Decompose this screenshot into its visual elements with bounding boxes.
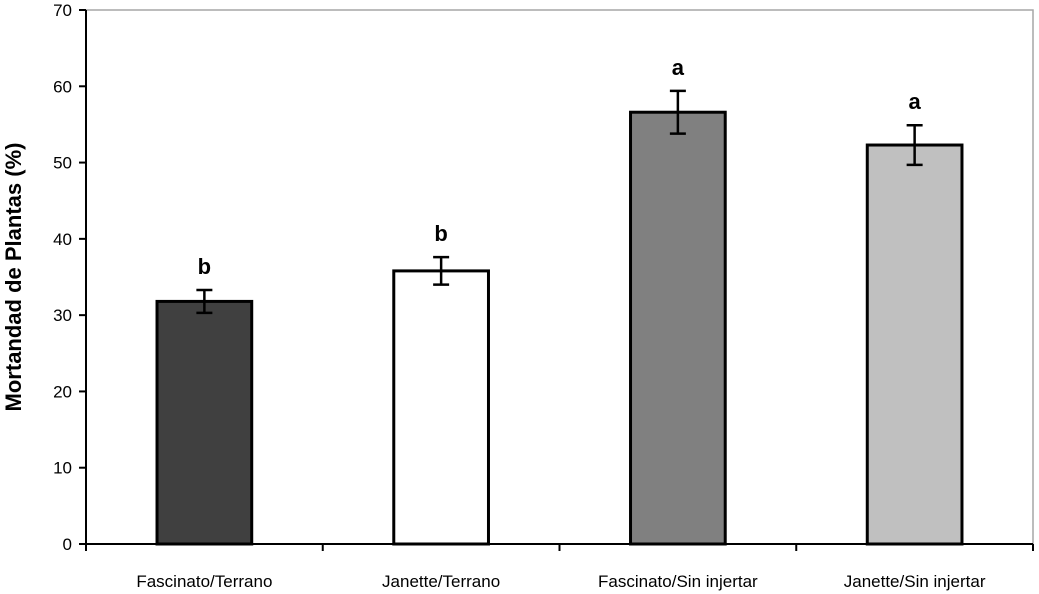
y-tick-label: 60 xyxy=(53,77,72,96)
bar-1 xyxy=(155,299,254,546)
category-labels: Fascinato/Terrano Janette/Terrano Fascinat… xyxy=(136,572,985,591)
y-axis-title: Mortandad de Plantas (%) xyxy=(1,143,26,412)
category-label: Fascinato/Terrano xyxy=(136,572,272,591)
y-tick-label: 50 xyxy=(53,154,72,173)
category-label: Fascinato/Sin injertar xyxy=(598,572,758,591)
bars xyxy=(155,110,964,546)
bar-3 xyxy=(629,110,727,546)
y-tick-label: 0 xyxy=(63,535,72,554)
y-ticks: 0 10 20 30 40 50 60 70 xyxy=(53,1,86,554)
error-bars xyxy=(196,89,923,315)
y-tick-label: 20 xyxy=(53,382,72,401)
significance-letter: b xyxy=(434,221,447,246)
bar-2 xyxy=(392,269,490,546)
significance-letters: b b a a xyxy=(198,55,922,279)
category-label: Janette/Terrano xyxy=(382,572,500,591)
y-tick-label: 70 xyxy=(53,1,72,20)
category-label: Janette/Sin injertar xyxy=(844,572,986,591)
x-ticks xyxy=(85,544,1034,551)
significance-letter: a xyxy=(909,89,922,114)
y-tick-label: 10 xyxy=(53,459,72,478)
y-tick-label: 40 xyxy=(53,230,72,249)
significance-letter: b xyxy=(198,254,211,279)
bar-4 xyxy=(865,143,964,546)
y-tick-label: 30 xyxy=(53,306,72,325)
significance-letter: a xyxy=(672,55,685,80)
